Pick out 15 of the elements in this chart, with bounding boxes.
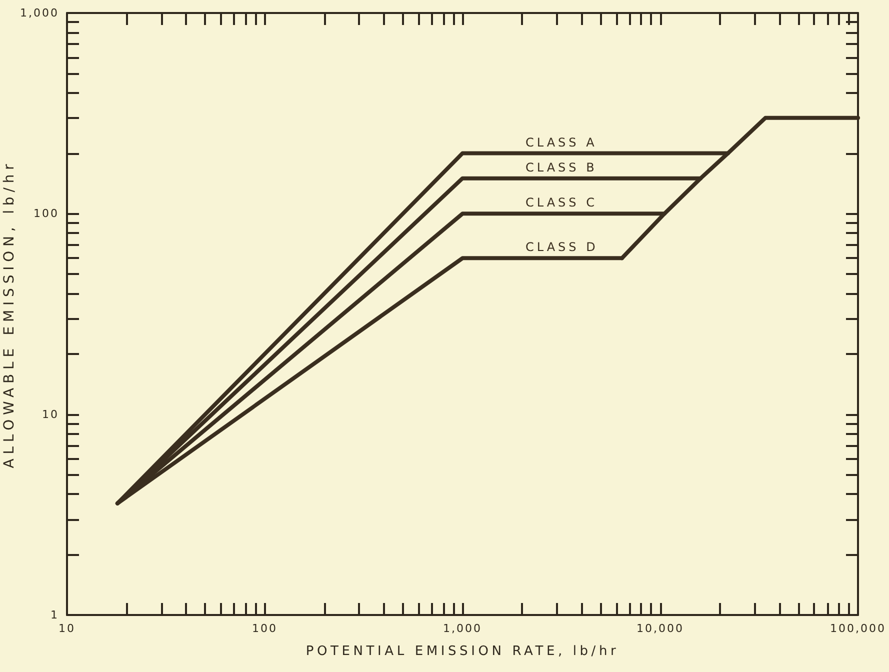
x-tick-label: 10,000 xyxy=(636,622,684,635)
x-tick-label: 100 xyxy=(252,622,278,635)
y-tick-label: 1 xyxy=(50,608,59,622)
series-label: CLASS D xyxy=(526,240,598,254)
x-tick-label: 100,000 xyxy=(830,622,886,635)
series-label: CLASS A xyxy=(526,135,598,150)
y-axis-title: ALLOWABLE EMISSION, lb/hr xyxy=(2,160,18,468)
y-tick-label: 100 xyxy=(34,207,59,220)
x-tick-label: 1,000 xyxy=(443,622,482,635)
y-tick-label: 10 xyxy=(42,408,59,421)
x-tick-label: 10 xyxy=(58,622,76,635)
y-tick-label: 1,000 xyxy=(20,6,59,20)
series-label: CLASS C xyxy=(526,196,598,210)
series-label: CLASS B xyxy=(526,160,598,174)
x-axis-title: POTENTIAL EMISSION RATE, lb/hr xyxy=(306,644,620,659)
